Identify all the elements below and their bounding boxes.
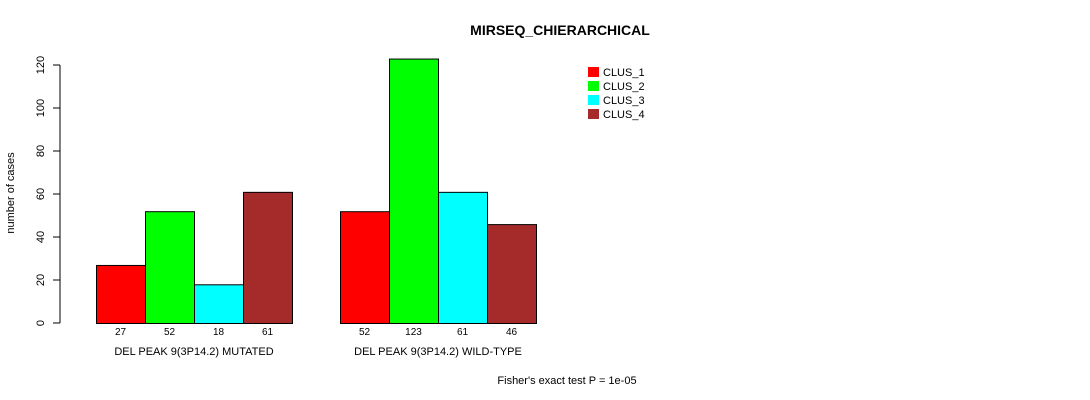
legend-label-clus-3: CLUS_3 (603, 95, 645, 107)
bar-group1-clus-2 (145, 211, 195, 324)
bar-group2-clus-1 (340, 211, 390, 324)
group-label-1: DEL PEAK 9(3P14.2) MUTATED (114, 346, 273, 358)
bar-count-label: 61 (457, 327, 469, 338)
y-axis: 0 20 40 60 80 100 120 (35, 56, 61, 326)
y-tick-label-20: 20 (35, 274, 47, 286)
group-labels: DEL PEAK 9(3P14.2) MUTATED DEL PEAK 9(3P1… (114, 346, 522, 358)
bar-count-label: 61 (262, 327, 274, 338)
legend-swatch-clus-3 (588, 95, 599, 105)
bar-count-label: 18 (213, 327, 225, 338)
bar-count-label: 52 (359, 327, 371, 338)
legend-label-clus-1: CLUS_1 (603, 67, 645, 79)
footnote: Fisher's exact test P = 1e-05 (497, 375, 636, 387)
bar-count-label: 46 (506, 327, 518, 338)
legend-swatch-clus-4 (588, 109, 599, 119)
y-tick-label-80: 80 (35, 145, 47, 157)
chart-title: MIRSEQ_CHIERARCHICAL (470, 22, 650, 38)
legend-label-clus-4: CLUS_4 (603, 109, 645, 121)
bar-count-label: 52 (164, 327, 176, 338)
bar-group2-clus-2 (389, 58, 439, 325)
bar-count-labels: 27 52 18 61 52 123 61 46 (115, 327, 518, 338)
y-tick-label-0: 0 (35, 320, 47, 326)
group-label-2: DEL PEAK 9(3P14.2) WILD-TYPE (354, 346, 522, 358)
y-tick-label-40: 40 (35, 231, 47, 243)
legend-swatch-clus-2 (588, 81, 599, 91)
y-tick-label-100: 100 (35, 99, 47, 117)
y-tick-label-120: 120 (35, 56, 47, 74)
legend: CLUS_1 CLUS_2 CLUS_3 CLUS_4 (588, 67, 645, 121)
legend-swatch-clus-1 (588, 67, 599, 77)
bar-group1-clus-4 (243, 191, 293, 324)
y-tick-label-60: 60 (35, 188, 47, 200)
bar-count-label: 123 (405, 327, 422, 338)
bar-group2-clus-4 (487, 224, 537, 325)
bar-group2-clus-3 (438, 191, 488, 324)
y-axis-title: number of cases (5, 152, 17, 234)
bar-group1-clus-1 (96, 264, 146, 325)
legend-label-clus-2: CLUS_2 (603, 81, 645, 93)
bar-group1-clus-3 (194, 284, 244, 324)
bar-count-label: 27 (115, 327, 127, 338)
bars (96, 58, 537, 325)
